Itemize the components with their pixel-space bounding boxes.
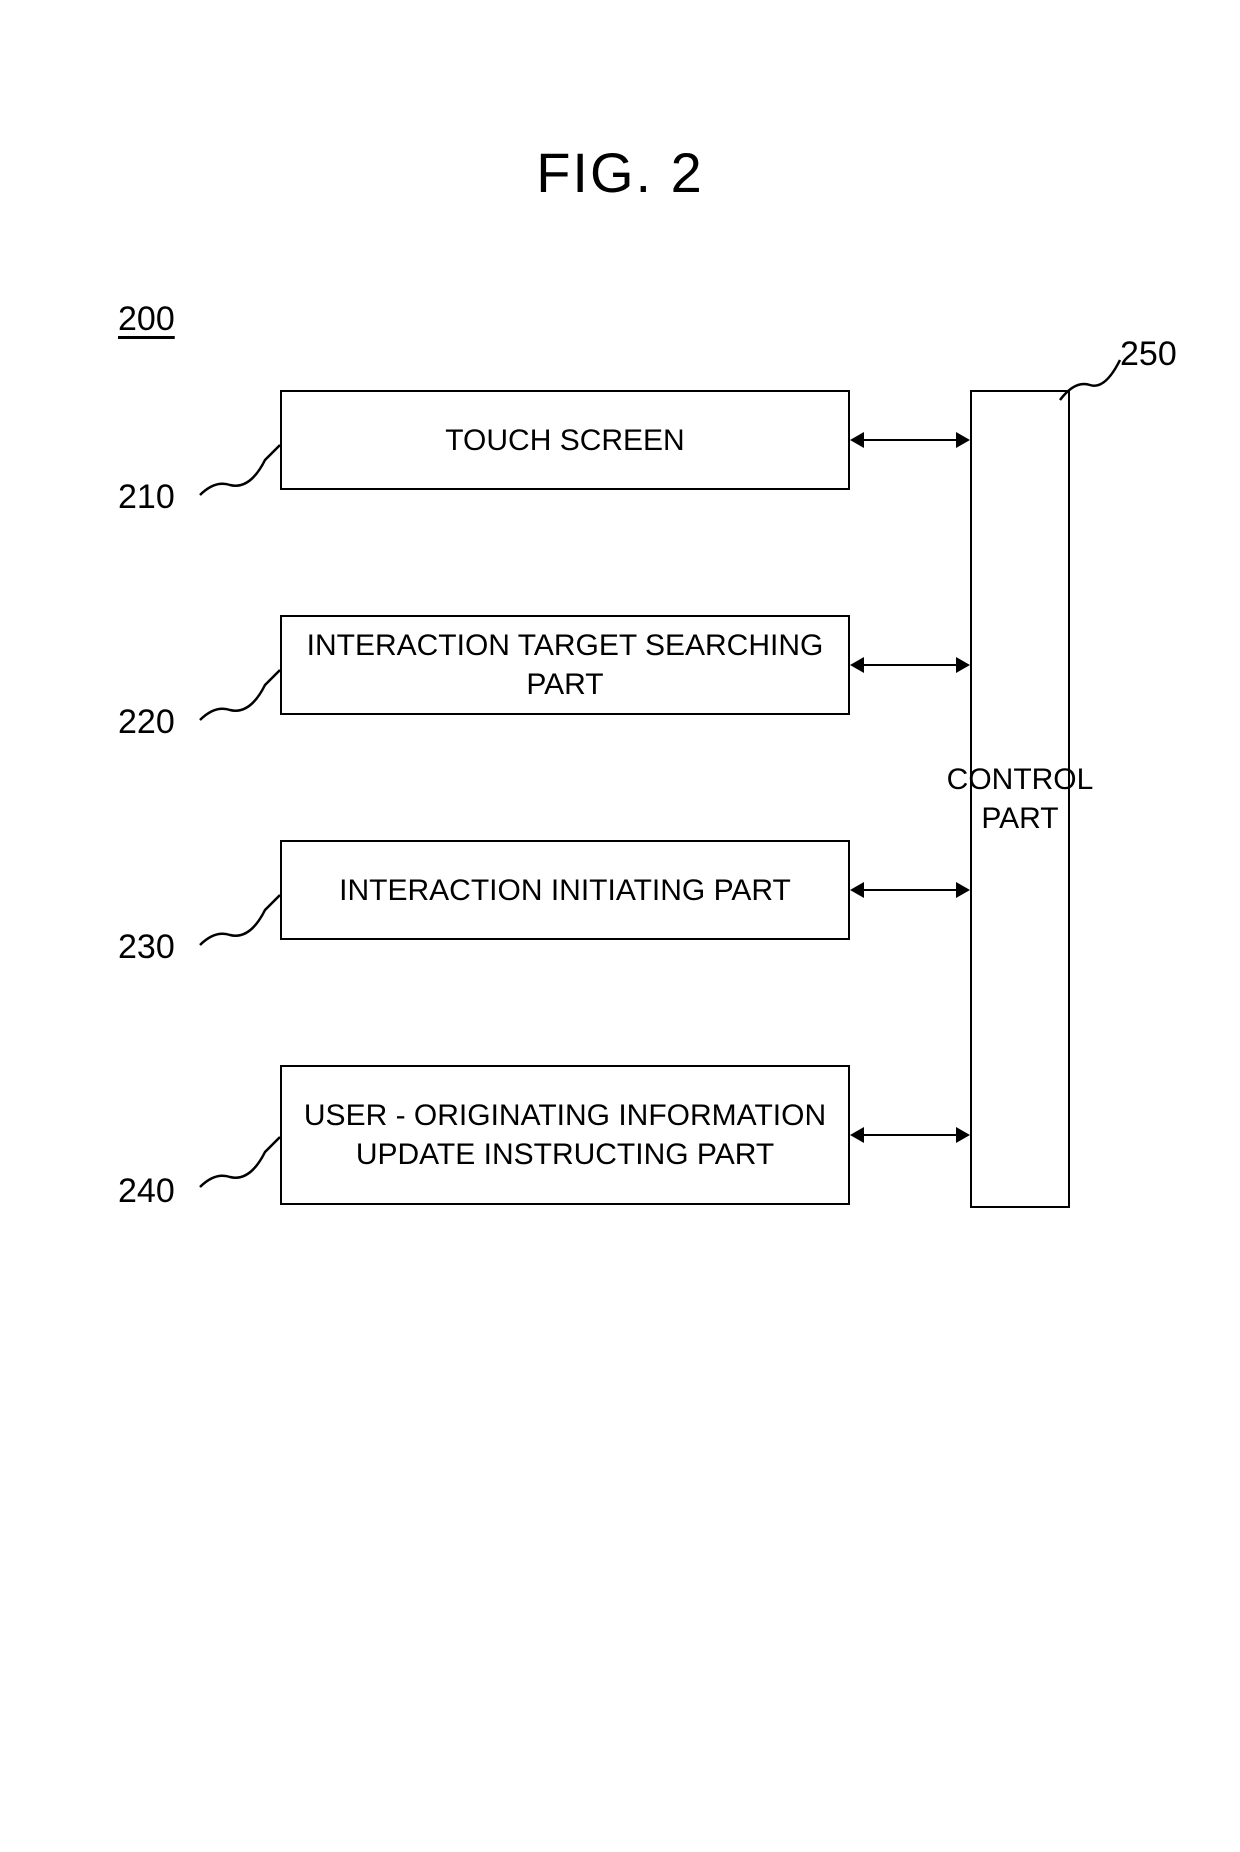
arrowhead-right-4 [956,1127,970,1143]
leader-line-220 [195,665,280,725]
connector-arrow-2 [864,664,956,666]
block-label: USER - ORIGINATING INFORMATION UPDATE IN… [294,1096,836,1174]
leader-line-250 [1055,355,1125,405]
block-user-originating: USER - ORIGINATING INFORMATION UPDATE IN… [280,1065,850,1205]
block-control-part: CONTROL PART [970,390,1070,1208]
arrowhead-right-1 [956,432,970,448]
block-diagram: FIG. 2 200 210 TOUCH SCREEN 220 INTERACT… [0,0,1240,1852]
ref-label-220: 220 [118,703,175,742]
block-label: INTERACTION TARGET SEARCHING PART [294,626,836,704]
ref-label-210: 210 [118,478,175,517]
leader-line-210 [195,440,280,500]
arrowhead-left-1 [850,432,864,448]
arrowhead-right-2 [956,657,970,673]
ref-label-230: 230 [118,928,175,967]
block-label: INTERACTION INITIATING PART [339,871,791,910]
arrowhead-right-3 [956,882,970,898]
block-interaction-target: INTERACTION TARGET SEARCHING PART [280,615,850,715]
block-touch-screen: TOUCH SCREEN [280,390,850,490]
block-interaction-initiating: INTERACTION INITIATING PART [280,840,850,940]
leader-line-230 [195,890,280,950]
block-label: TOUCH SCREEN [445,421,684,460]
connector-arrow-1 [864,439,956,441]
block-label: CONTROL PART [947,760,1094,838]
arrowhead-left-2 [850,657,864,673]
connector-arrow-4 [864,1134,956,1136]
arrowhead-left-4 [850,1127,864,1143]
leader-line-240 [195,1132,280,1192]
ref-label-250: 250 [1120,335,1177,374]
ref-label-240: 240 [118,1172,175,1211]
arrowhead-left-3 [850,882,864,898]
connector-arrow-3 [864,889,956,891]
system-ref-label: 200 [118,300,175,339]
figure-title: FIG. 2 [536,140,704,205]
